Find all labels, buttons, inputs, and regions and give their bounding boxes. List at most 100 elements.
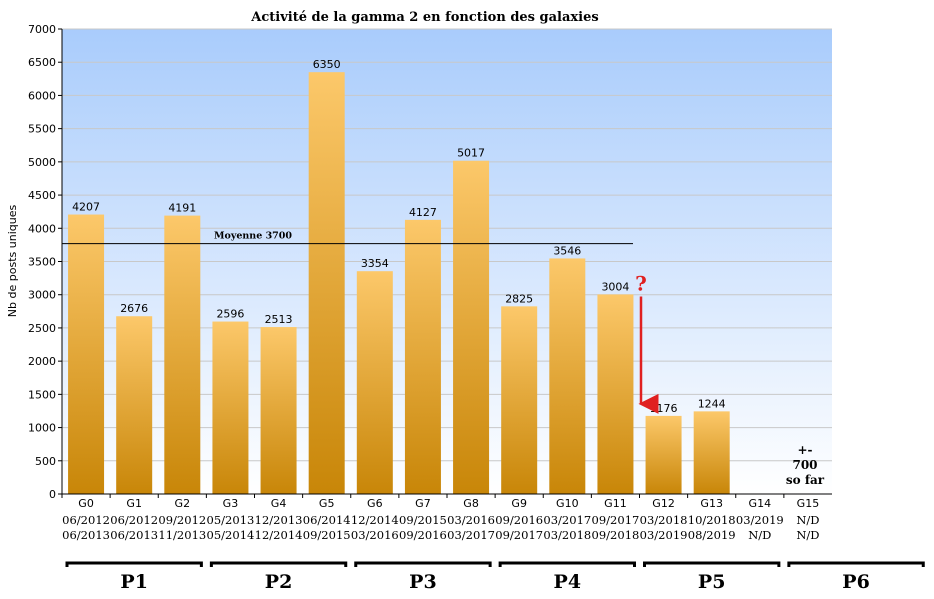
y-tick-label: 1000 — [28, 422, 56, 435]
y-tick-label: 5000 — [28, 156, 56, 169]
category-label-g13: G13 — [700, 497, 723, 510]
date-label: 08/2019 — [688, 528, 736, 542]
date-label: 06/2012 — [62, 513, 110, 527]
y-tick-label: 4500 — [28, 189, 56, 202]
period-bracket-p2 — [209, 561, 348, 567]
bar-g8 — [453, 160, 490, 495]
date-label: 09/2015 — [303, 528, 351, 542]
value-label-g10: 3546 — [553, 244, 581, 257]
period-brackets: P1 P2 P3 P4 P5 P6 — [65, 561, 925, 593]
bar-g9 — [501, 306, 538, 494]
x-axis-categories: G0 G1 G2 G3 G4 G5 G6 G7 G8 G9 G10 G11 G12 G13 G14 G15 — [61, 494, 820, 510]
date-label: 03/2017 — [543, 513, 591, 527]
y-axis-label: Nb de posts uniques — [6, 205, 19, 318]
category-label-g0: G0 — [78, 497, 94, 510]
bar-g4 — [260, 327, 297, 494]
chart-title: Activité de la gamma 2 en fonction des g… — [250, 10, 598, 25]
y-tick-label: 1500 — [28, 388, 56, 401]
category-label-g2: G2 — [175, 497, 191, 510]
category-label-g14: G14 — [749, 497, 772, 510]
date-label: 05/2013 — [207, 513, 255, 527]
period-label-p1: P1 — [120, 571, 148, 593]
date-label: 03/2019 — [736, 513, 784, 527]
date-label: 09/2017 — [592, 513, 640, 527]
period-bracket-p4 — [498, 561, 636, 567]
value-label-g6: 3354 — [361, 257, 389, 270]
category-label-g6: G6 — [367, 497, 383, 510]
date-label: 09/2018 — [592, 528, 640, 542]
date-label: 03/2019 — [640, 528, 688, 542]
category-label-g1: G1 — [126, 497, 142, 510]
date-label: 09/2012 — [158, 513, 206, 527]
date-label: 09/2016 — [399, 528, 447, 542]
bar-g2 — [164, 215, 201, 495]
category-label-g8: G8 — [463, 497, 479, 510]
bar-g6 — [356, 271, 393, 494]
y-tick-label: 3500 — [28, 256, 56, 269]
period-bracket-p6 — [787, 561, 925, 567]
date-label: 03/2016 — [447, 513, 495, 527]
value-label-g5: 6350 — [313, 58, 341, 71]
value-labels: 4207 2676 4191 2596 2513 6350 3354 4127 5017 2825… — [72, 58, 726, 415]
category-label-g11: G11 — [604, 497, 627, 510]
date-label: 06/2012 — [110, 513, 158, 527]
value-label-g11: 3004 — [601, 280, 629, 293]
date-label: 11/2013 — [158, 528, 206, 542]
date-label: 12/2013 — [255, 513, 303, 527]
period-label-p2: P2 — [265, 571, 293, 593]
average-label: Moyenne 3700 — [214, 231, 292, 242]
bars — [68, 72, 730, 495]
y-tick-label: 2500 — [28, 322, 56, 335]
category-label-g12: G12 — [652, 497, 675, 510]
date-label: 03/2017 — [447, 528, 495, 542]
y-tick-label: 0 — [49, 488, 56, 501]
bar-g12 — [645, 415, 682, 494]
value-label-g7: 4127 — [409, 206, 437, 219]
bar-g1 — [116, 316, 153, 494]
date-label: N/D — [796, 528, 819, 542]
category-label-g15: G15 — [797, 497, 820, 510]
category-label-g5: G5 — [319, 497, 335, 510]
category-label-g4: G4 — [271, 497, 287, 510]
bar-g13 — [693, 411, 730, 494]
period-label-p5: P5 — [698, 571, 726, 593]
bar-g3 — [212, 321, 249, 494]
category-label-g10: G10 — [556, 497, 579, 510]
estimate-line-1: +- — [797, 443, 812, 457]
value-label-g12: 1176 — [650, 402, 678, 415]
bar-g10 — [549, 258, 586, 494]
bar-g5 — [308, 72, 345, 494]
date-label: 03/2016 — [351, 528, 399, 542]
period-label-p3: P3 — [409, 571, 437, 593]
date-label: N/D — [796, 513, 819, 527]
value-label-g2: 4191 — [168, 202, 196, 215]
y-axis-ticks: 0 500 1000 1500 2000 2500 3000 3500 4000 4500 5000… — [28, 23, 62, 501]
date-label: 09/2016 — [495, 513, 543, 527]
bar-g7 — [404, 219, 441, 494]
date-label: 09/2015 — [399, 513, 447, 527]
value-label-g0: 4207 — [72, 201, 100, 214]
y-tick-label: 4000 — [28, 222, 56, 235]
date-label: 03/2018 — [640, 513, 688, 527]
date-label: 03/2018 — [543, 528, 591, 542]
estimate-line-2: 700 — [792, 458, 817, 472]
value-label-g8: 5017 — [457, 147, 485, 160]
y-tick-label: 5500 — [28, 123, 56, 136]
value-label-g13: 1244 — [698, 397, 726, 410]
value-label-g4: 2513 — [265, 313, 293, 326]
period-bracket-p1 — [65, 561, 203, 567]
date-label: 12/2014 — [351, 513, 399, 527]
y-tick-label: 6500 — [28, 56, 56, 69]
y-tick-label: 7000 — [28, 23, 56, 36]
date-label: 06/2013 — [62, 528, 110, 542]
date-label: 10/2018 — [688, 513, 736, 527]
estimate-line-3: so far — [786, 473, 825, 487]
date-label: 06/2014 — [303, 513, 351, 527]
value-label-g1: 2676 — [120, 302, 148, 315]
y-tick-label: 3000 — [28, 289, 56, 302]
date-label: 12/2014 — [255, 528, 303, 542]
value-label-g3: 2596 — [216, 308, 244, 321]
y-tick-label: 6000 — [28, 89, 56, 102]
period-label-p4: P4 — [554, 571, 582, 593]
estimate-note: +- 700 so far — [786, 443, 825, 487]
